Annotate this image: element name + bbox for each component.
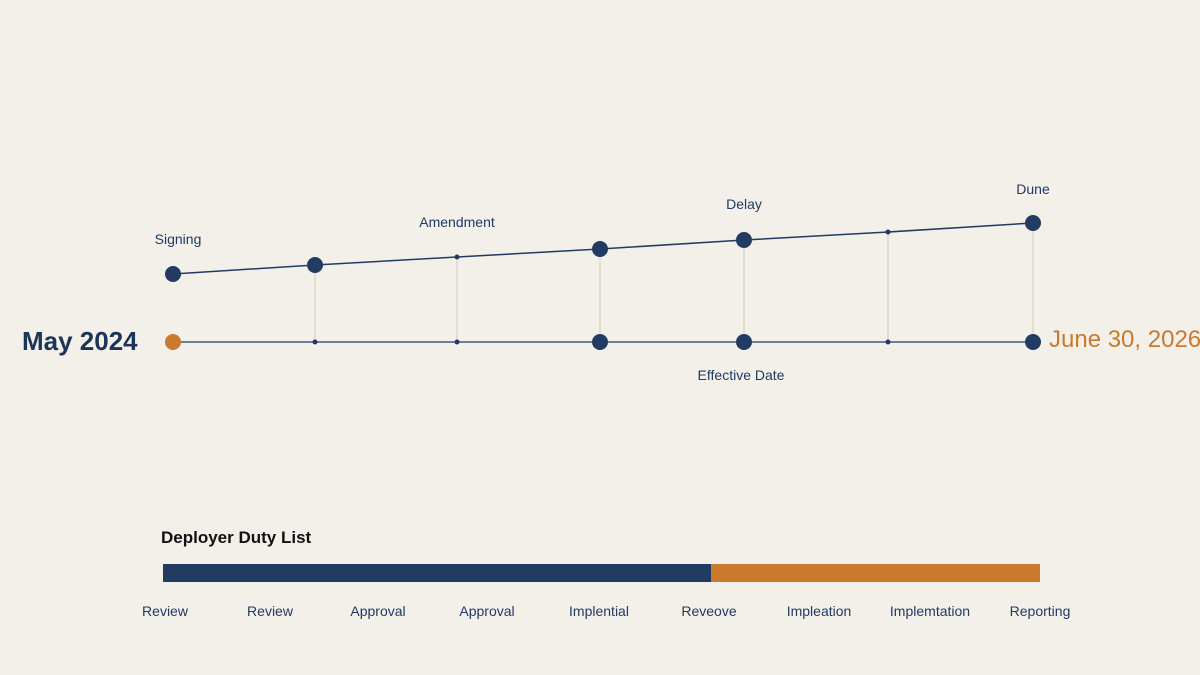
duty-item: Approval — [350, 603, 406, 619]
duty-item: Review — [142, 603, 188, 619]
start-marker — [165, 334, 181, 350]
duty-progress-complete — [163, 564, 712, 582]
upper-event-marker — [454, 254, 460, 260]
end-date-label: June 30, 2026 — [1049, 326, 1200, 353]
lower-event-marker — [885, 339, 891, 345]
lower-event-marker — [736, 334, 752, 350]
event-label: Dune — [1016, 181, 1050, 197]
duty-item: Impleation — [786, 603, 852, 619]
upper-event-marker — [307, 257, 323, 273]
lower-event-marker — [312, 339, 318, 345]
upper-event-marker — [165, 266, 181, 282]
lower-event-marker — [1025, 334, 1041, 350]
duty-item: Implemtation — [889, 603, 971, 619]
duty-progress-remaining — [711, 564, 1040, 582]
event-label: Amendment — [419, 214, 495, 230]
duty-progress-bar — [163, 564, 1040, 582]
duty-item: Approval — [459, 603, 515, 619]
duty-list-title: Deployer Duty List — [161, 528, 312, 547]
upper-event-marker — [736, 232, 752, 248]
upper-event-marker — [885, 229, 891, 235]
event-label: Delay — [726, 196, 762, 212]
upper-event-marker — [592, 241, 608, 257]
lower-event-marker — [592, 334, 608, 350]
lower-event-marker — [454, 339, 460, 345]
duty-item: Review — [247, 603, 293, 619]
duty-item: Reporting — [1009, 603, 1071, 619]
upper-event-marker — [1025, 215, 1041, 231]
effective-date-label: Effective Date — [697, 367, 785, 383]
duty-item: Implential — [569, 603, 629, 619]
event-label: Signing — [154, 231, 202, 247]
duty-item: Reveove — [681, 603, 737, 619]
start-date-label: May 2024 — [22, 326, 138, 356]
